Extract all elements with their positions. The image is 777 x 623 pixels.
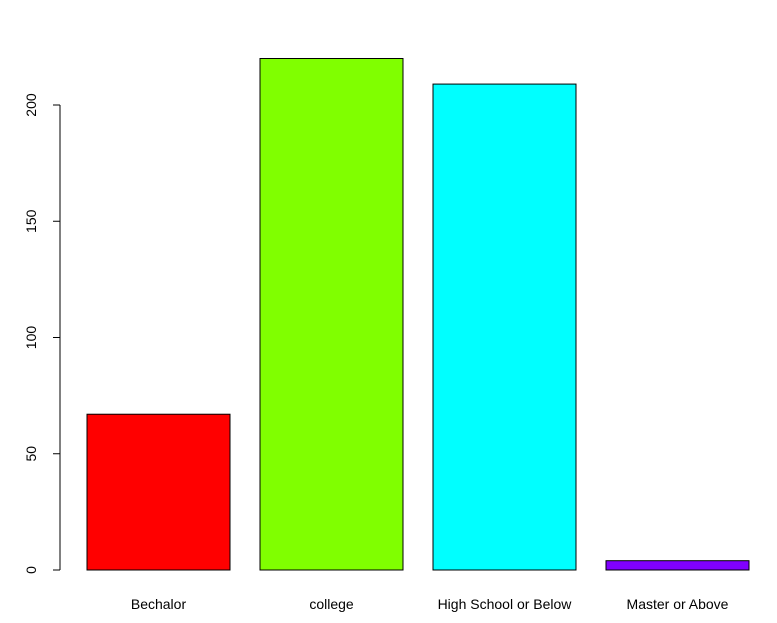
y-tick-label: 150 <box>23 209 39 233</box>
x-category-label: Master or Above <box>627 596 729 612</box>
bar-bechalor <box>86 413 231 571</box>
x-category-label: college <box>309 596 354 612</box>
bar-high-school-or-below <box>432 83 577 571</box>
y-axis: 0 50 100 150 200 <box>23 93 61 574</box>
bar-master-or-above <box>605 560 750 571</box>
y-tick-label: 0 <box>23 566 39 574</box>
y-tick-label: 200 <box>23 93 39 117</box>
bars-group <box>86 58 750 571</box>
y-tick-label: 100 <box>23 326 39 350</box>
x-category-labels: Bechalor college High School or Below Maste… <box>131 596 729 612</box>
y-tick-label: 50 <box>23 446 39 462</box>
bar-college <box>259 58 404 571</box>
x-category-label: High School or Below <box>438 596 573 612</box>
x-category-label: Bechalor <box>131 596 187 612</box>
